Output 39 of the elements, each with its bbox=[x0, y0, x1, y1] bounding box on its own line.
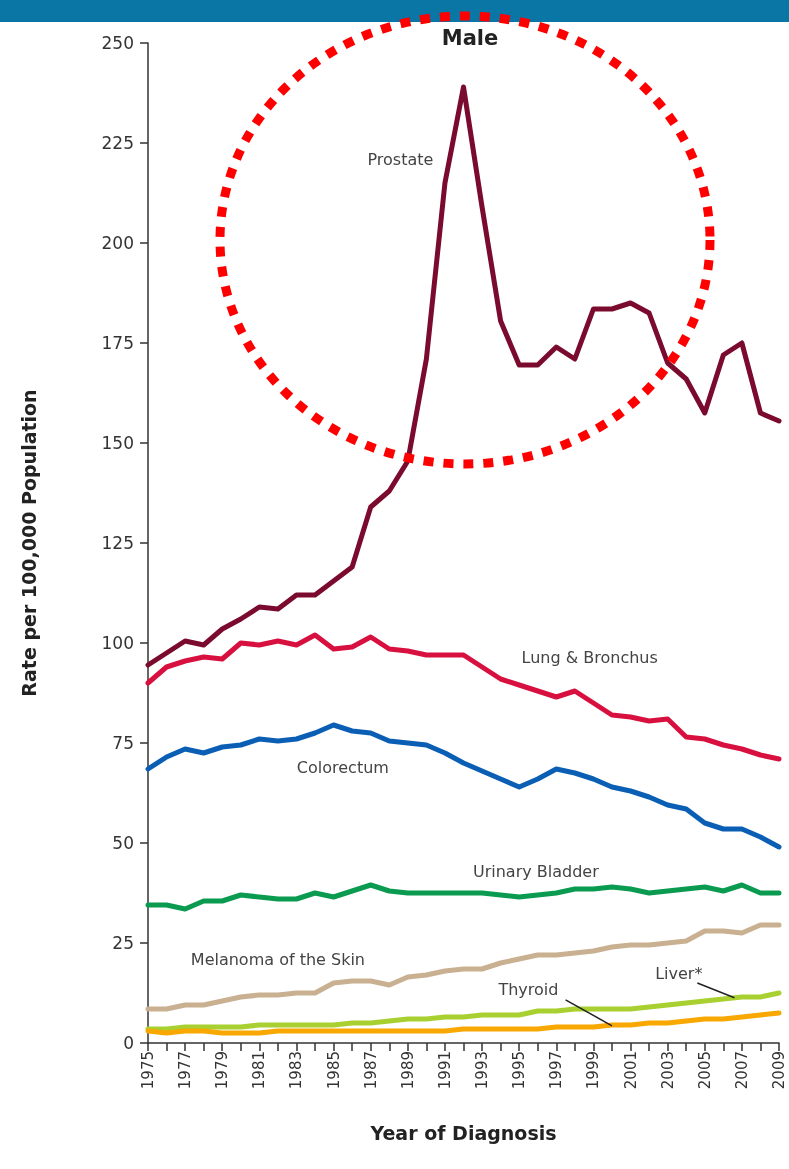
series-label: Lung & Bronchus bbox=[521, 647, 658, 667]
series-label: Liver* bbox=[655, 963, 703, 983]
chart-title: Male bbox=[441, 25, 499, 50]
x-tick-label: 1987 bbox=[361, 1051, 380, 1090]
x-tick-label: 1985 bbox=[324, 1051, 343, 1090]
x-tick-label: 2003 bbox=[658, 1051, 677, 1090]
series-label: Colorectum bbox=[296, 757, 389, 777]
x-tick-label: 1995 bbox=[510, 1051, 529, 1090]
y-tick-label: 125 bbox=[101, 533, 134, 553]
x-tick-label: 1997 bbox=[547, 1051, 566, 1090]
x-tick-label: 1999 bbox=[584, 1051, 603, 1090]
y-tick-label: 75 bbox=[112, 733, 134, 753]
x-axis-title: Year of Diagnosis bbox=[369, 1121, 557, 1144]
y-tick-label: 175 bbox=[101, 333, 134, 353]
y-tick-label: 100 bbox=[101, 633, 134, 653]
y-tick-label: 200 bbox=[101, 233, 134, 253]
y-tick-label: 0 bbox=[123, 1033, 134, 1053]
series-label: Prostate bbox=[367, 149, 434, 169]
x-tick-label: 1993 bbox=[473, 1051, 492, 1090]
x-tick-label: 2005 bbox=[695, 1051, 714, 1090]
x-tick-label: 1989 bbox=[398, 1051, 417, 1090]
x-tick-label: 2009 bbox=[770, 1051, 788, 1090]
y-tick-label: 250 bbox=[101, 33, 134, 53]
x-tick-label: 1991 bbox=[435, 1051, 454, 1090]
series-label: Urinary Bladder bbox=[472, 861, 600, 881]
y-tick-label: 25 bbox=[112, 933, 134, 953]
x-tick-label: 1983 bbox=[287, 1051, 306, 1090]
y-tick-label: 225 bbox=[101, 133, 134, 153]
x-tick-label: 2001 bbox=[621, 1051, 640, 1090]
series-label: Melanoma of the Skin bbox=[190, 949, 365, 969]
x-tick-label: 1975 bbox=[139, 1051, 157, 1090]
y-tick-label: 150 bbox=[101, 433, 134, 453]
series-label: Thyroid bbox=[497, 979, 559, 999]
y-axis-title: Rate per 100,000 Population bbox=[17, 389, 40, 697]
x-tick-label: 2007 bbox=[732, 1051, 751, 1090]
x-tick-label: 1981 bbox=[250, 1051, 269, 1090]
x-tick-label: 1979 bbox=[213, 1051, 232, 1090]
y-tick-label: 50 bbox=[112, 833, 134, 853]
x-tick-label: 1977 bbox=[176, 1051, 195, 1090]
